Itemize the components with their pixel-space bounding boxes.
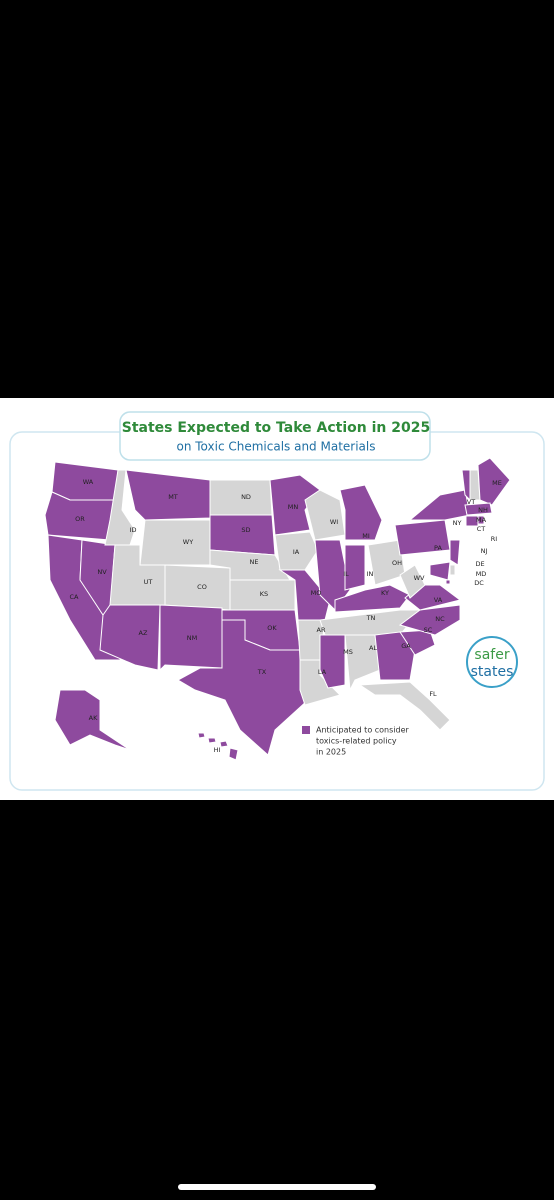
home-indicator xyxy=(178,1184,376,1190)
state-label: SC xyxy=(424,626,433,634)
legend-text: toxics-related policy xyxy=(316,737,397,746)
state-shape xyxy=(274,531,319,571)
state-label: NE xyxy=(250,558,259,566)
state-label: DE xyxy=(475,560,484,568)
state-shape xyxy=(139,519,211,566)
state-label: GA xyxy=(401,642,411,650)
state-label: MA xyxy=(476,516,487,524)
state-label: KY xyxy=(381,589,389,597)
state-label: DC xyxy=(474,579,484,587)
state-labels: WA OR CA NV ID MT WY UT CO AZ NM ND SD NE KS OK TX MN IA MO… xyxy=(70,478,502,754)
state-label: IL xyxy=(343,570,349,578)
state-label: MI xyxy=(362,532,370,540)
state-shape xyxy=(344,634,381,692)
state-label: CO xyxy=(197,583,207,591)
state-shape xyxy=(449,564,456,576)
state-shape xyxy=(197,732,239,761)
state-shape xyxy=(464,502,493,516)
state-shape xyxy=(209,514,276,556)
state-label: PA xyxy=(434,544,443,552)
state-label: KS xyxy=(260,590,268,598)
state-label: LA xyxy=(318,668,327,676)
state-shape xyxy=(477,457,511,506)
state-label: NV xyxy=(97,568,107,576)
state-label: OH xyxy=(392,559,402,567)
state-shape xyxy=(344,544,366,591)
state-label: AR xyxy=(317,626,326,634)
logo-text: states xyxy=(471,664,514,680)
state-label: CA xyxy=(70,593,80,601)
state-label: IN xyxy=(367,570,374,578)
title: States Expected to Take Action in 2025 xyxy=(122,420,430,436)
state-label: MS xyxy=(343,648,353,656)
state-label: WI xyxy=(330,518,338,526)
state-label: ND xyxy=(241,493,251,501)
state-shape xyxy=(159,604,223,672)
state-label: FL xyxy=(429,690,437,698)
legend-swatch xyxy=(302,726,310,734)
state-label: MN xyxy=(288,503,299,511)
state-label: OK xyxy=(267,624,277,632)
legend-text: Anticipated to consider xyxy=(316,726,410,735)
state-label: TX xyxy=(257,668,267,676)
state-label: IA xyxy=(293,548,300,556)
logo-text: safer xyxy=(474,647,509,663)
state-label: WY xyxy=(183,538,193,546)
state-label: NJ xyxy=(481,547,488,555)
state-label: OR xyxy=(75,515,85,523)
state-label: AL xyxy=(369,644,377,652)
state-shape xyxy=(465,515,479,527)
state-label: VT xyxy=(467,498,475,506)
state-shape xyxy=(445,579,451,585)
state-shape xyxy=(398,604,461,636)
state-label: UT xyxy=(144,578,153,586)
legend-text: in 2025 xyxy=(316,748,346,757)
state-shape xyxy=(319,634,346,689)
state-label: NY xyxy=(453,519,462,527)
state-label: NM xyxy=(187,634,197,642)
state-label: MO xyxy=(311,589,322,597)
state-label: AK xyxy=(89,714,98,722)
state-label: TN xyxy=(366,614,376,622)
state-label: ME xyxy=(492,479,502,487)
state-label: VA xyxy=(434,596,443,604)
state-label: AZ xyxy=(139,629,148,637)
state-shape xyxy=(104,469,136,546)
state-label: SD xyxy=(241,526,250,534)
states xyxy=(44,457,511,761)
subtitle: on Toxic Chemicals and Materials xyxy=(176,440,375,454)
state-shape xyxy=(339,484,383,541)
state-label: HI xyxy=(214,746,221,754)
state-shape xyxy=(449,539,461,566)
state-shape xyxy=(304,489,346,541)
state-shape xyxy=(408,489,471,521)
logo-ring xyxy=(466,636,518,688)
state-label: NH xyxy=(478,506,488,514)
state-label: WV xyxy=(414,574,425,582)
state-shape xyxy=(125,469,211,521)
state-label: ID xyxy=(130,526,137,534)
state-label: MT xyxy=(168,493,178,501)
state-shape xyxy=(374,631,416,681)
state-label: MD xyxy=(476,570,487,578)
state-shape xyxy=(54,689,131,751)
state-shape xyxy=(358,681,451,731)
state-shape xyxy=(399,564,426,599)
state-shape xyxy=(176,619,309,756)
state-shape xyxy=(477,515,485,525)
state-label: WA xyxy=(83,478,94,486)
state-label: NC xyxy=(435,615,445,623)
title-box xyxy=(119,411,431,461)
state-label: RI xyxy=(491,535,498,543)
state-label: CT xyxy=(477,525,486,533)
